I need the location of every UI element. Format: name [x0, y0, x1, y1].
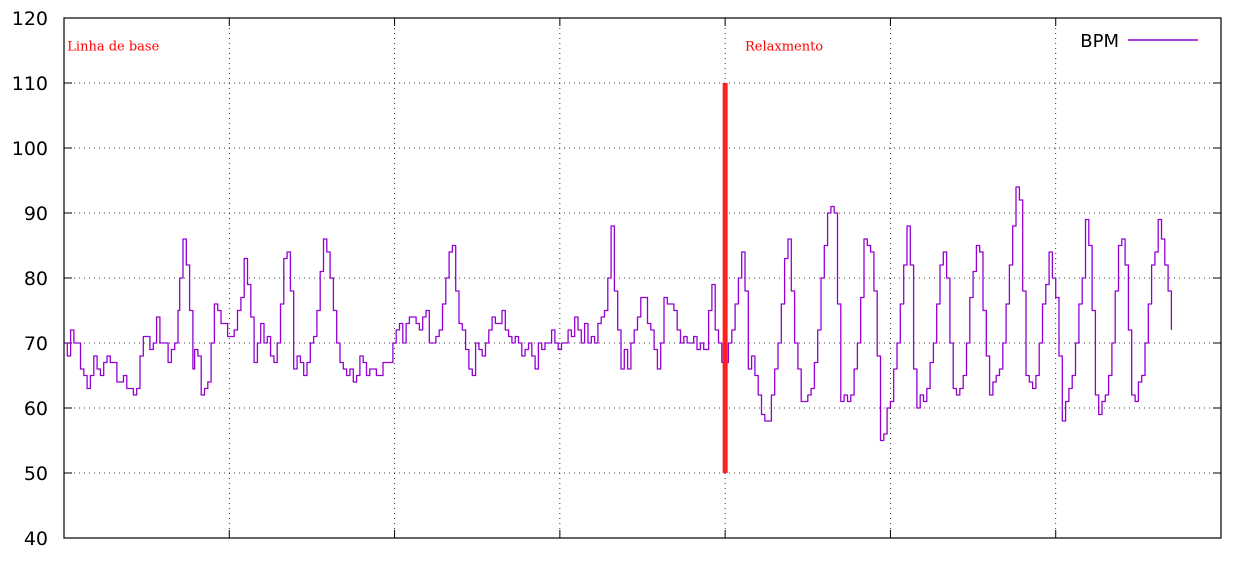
- y-tick-label: 120: [12, 8, 48, 30]
- y-tick-label: 90: [24, 203, 48, 225]
- y-tick-label: 60: [24, 398, 48, 420]
- x-axis-ticks: [63, 18, 1222, 538]
- y-tick-label: 50: [24, 463, 48, 485]
- plot-frame: [63, 17, 1222, 539]
- y-tick-label: 110: [12, 73, 48, 95]
- series-layer: [64, 83, 1173, 473]
- y-tick-label: 80: [24, 268, 48, 290]
- annotation-relaxation: Relaxmento: [745, 40, 823, 55]
- y-tick-label: 100: [12, 138, 48, 160]
- annotation-baseline: Linha de base: [67, 40, 159, 55]
- grid-layer: [64, 18, 1221, 538]
- series-line-bpm: [64, 186, 1173, 442]
- y-axis-ticks: 40 50 60 70 80 90 100 110 120: [12, 8, 1221, 550]
- y-tick-label: 40: [24, 528, 48, 550]
- legend: BPM: [1080, 31, 1198, 52]
- legend-label-bpm: BPM: [1080, 31, 1119, 52]
- y-tick-label: 70: [24, 333, 48, 355]
